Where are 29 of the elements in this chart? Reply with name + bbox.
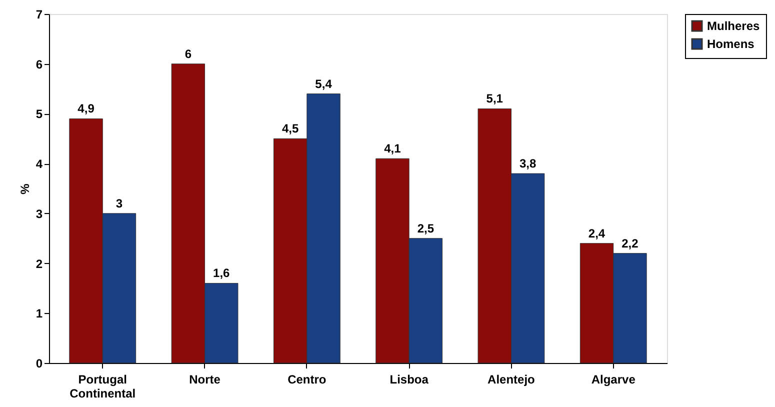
x-tick-label: Alentejo: [488, 372, 535, 386]
data-label: 3: [116, 196, 123, 210]
data-label: 5,1: [486, 92, 504, 106]
y-axis-title: %: [18, 183, 32, 194]
data-label: 4,5: [282, 122, 299, 136]
x-tick-label: Lisboa: [390, 372, 429, 386]
legend-label: Mulheres: [707, 19, 760, 33]
y-tick-label: 4: [36, 157, 43, 172]
x-tick-label: Norte: [189, 372, 221, 386]
y-tick-label: 3: [36, 206, 43, 221]
data-label: 6: [184, 46, 192, 61]
data-label: 4,1: [384, 142, 402, 156]
y-tick-label: 7: [36, 8, 43, 22]
y-tick-label: 2: [36, 256, 43, 271]
data-label: 4,9: [78, 102, 95, 116]
data-label: 2,5: [417, 221, 434, 236]
legend-label: Homens: [707, 37, 755, 51]
data-label: 5,4: [315, 76, 332, 91]
x-tick-label: Centro: [288, 372, 326, 386]
y-tick-label: 6: [36, 57, 43, 72]
data-label: 1,6: [213, 266, 230, 280]
data-label: 2,2: [622, 236, 639, 250]
data-label: 2,4: [588, 226, 606, 240]
y-tick-label: 5: [36, 107, 43, 122]
y-tick-label: 1: [36, 306, 43, 321]
x-tick-label: Portugal Continental: [70, 372, 136, 400]
y-tick-label: 0: [36, 356, 43, 370]
data-label: 3,8: [519, 156, 536, 171]
x-tick-label: Algarve: [591, 372, 636, 386]
